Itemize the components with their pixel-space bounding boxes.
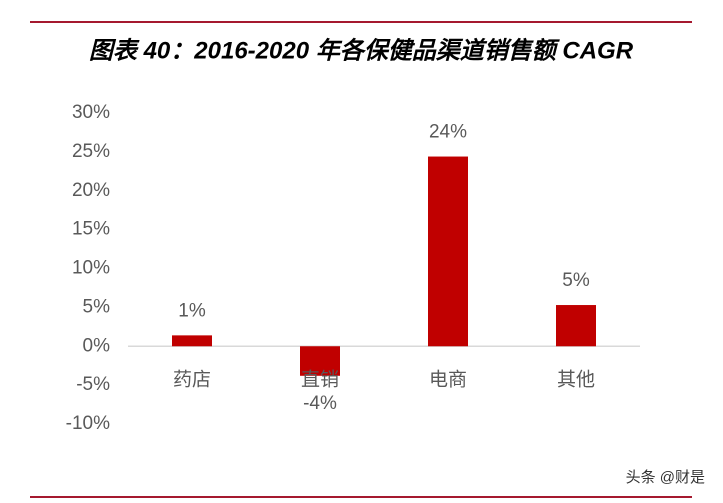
y-tick-label: 25% bbox=[72, 141, 110, 162]
x-tick-label: 药店 bbox=[173, 368, 211, 390]
y-tick-label: 20% bbox=[72, 180, 110, 201]
bar bbox=[428, 156, 468, 347]
y-tick-label: 0% bbox=[83, 335, 111, 356]
y-tick-label: 10% bbox=[72, 258, 110, 279]
bar bbox=[556, 305, 596, 347]
y-tick-label: 5% bbox=[83, 296, 111, 317]
x-tick-label: 直销 bbox=[301, 368, 339, 390]
y-tick-label: -5% bbox=[76, 374, 110, 395]
value-label: 1% bbox=[178, 300, 206, 321]
y-tick-label: 30% bbox=[72, 102, 110, 123]
chart-title: 图表 40：2016-2020 年各保健品渠道销售额 CAGR bbox=[89, 37, 634, 64]
y-tick-label: 15% bbox=[72, 219, 110, 240]
y-tick-label: -10% bbox=[66, 413, 110, 434]
value-label: 24% bbox=[429, 122, 467, 143]
x-tick-label: 电商 bbox=[429, 368, 467, 390]
x-tick-label: 其他 bbox=[557, 368, 595, 390]
value-label: 5% bbox=[562, 270, 590, 291]
value-label: -4% bbox=[303, 393, 337, 414]
bar bbox=[300, 346, 340, 376]
bar bbox=[172, 335, 212, 347]
watermark: 头条 @财是 bbox=[626, 469, 705, 486]
